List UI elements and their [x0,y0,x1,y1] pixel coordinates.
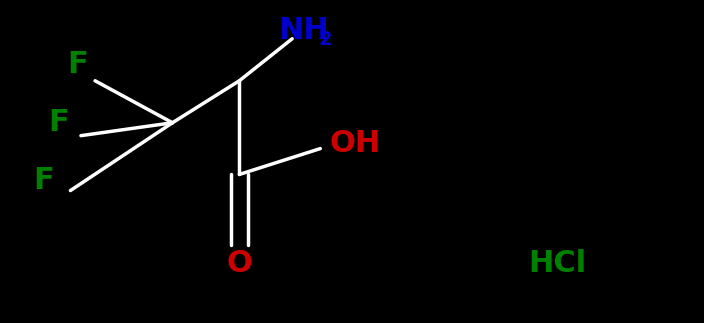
Text: HCl: HCl [528,249,586,278]
Text: O: O [227,249,252,278]
Text: F: F [33,166,54,195]
Text: 2: 2 [319,30,332,49]
Text: NH: NH [278,16,329,45]
Text: F: F [48,108,69,137]
Text: F: F [67,50,88,79]
Text: OH: OH [329,129,381,158]
